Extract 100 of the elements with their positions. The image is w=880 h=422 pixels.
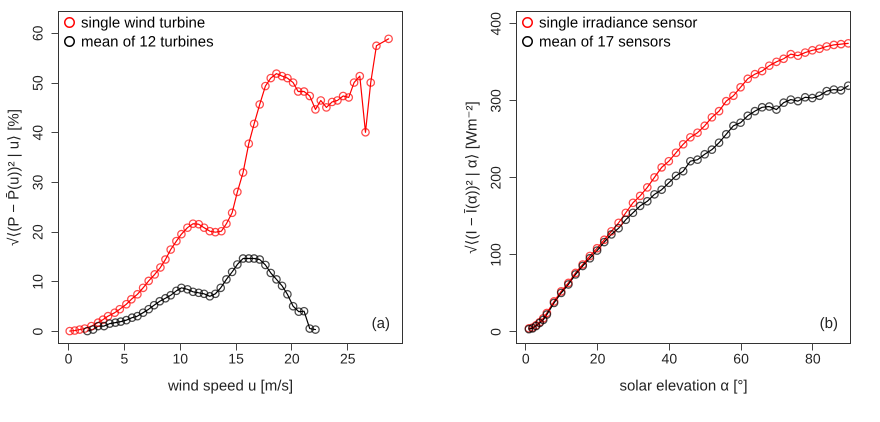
- point: [305, 92, 314, 100]
- point: [708, 112, 716, 122]
- point: [650, 173, 659, 182]
- point: [100, 322, 108, 330]
- point: [800, 92, 810, 102]
- point: [628, 198, 638, 208]
- legend-label: mean of 12 turbines: [81, 34, 214, 50]
- point: [808, 46, 817, 55]
- point: [200, 223, 208, 232]
- point: [678, 166, 688, 176]
- point: [743, 74, 752, 84]
- point: [116, 317, 126, 326]
- point: [122, 316, 131, 324]
- point: [115, 304, 124, 314]
- x-tick-label: 20: [284, 350, 300, 366]
- point: [316, 96, 326, 105]
- point: [614, 224, 623, 233]
- point: [194, 220, 204, 229]
- point: [642, 196, 652, 206]
- point: [350, 78, 358, 87]
- point: [800, 48, 810, 57]
- point: [636, 202, 644, 210]
- legend-label: mean of 17 sensors: [539, 34, 671, 50]
- point: [261, 260, 270, 270]
- point: [650, 190, 659, 199]
- point: [255, 100, 264, 109]
- point: [779, 54, 788, 64]
- point: [693, 128, 702, 138]
- point: [216, 283, 226, 292]
- point: [794, 96, 802, 106]
- point: [194, 288, 204, 298]
- x-tick-label: 20: [590, 350, 606, 366]
- point: [600, 235, 609, 244]
- point: [98, 315, 108, 324]
- point: [686, 132, 695, 142]
- point: [211, 228, 220, 237]
- point: [161, 294, 170, 303]
- point: [188, 219, 198, 228]
- point: [244, 139, 254, 148]
- y-tick-label: 50: [30, 75, 46, 91]
- point: [200, 289, 208, 298]
- x-tick-label: 0: [522, 350, 530, 366]
- point: [133, 312, 142, 321]
- point: [65, 326, 74, 336]
- point: [657, 163, 666, 172]
- point: [300, 87, 308, 96]
- point: [779, 98, 788, 108]
- x-tick-label: 0: [64, 350, 73, 366]
- point: [272, 275, 281, 284]
- point: [750, 70, 760, 79]
- point: [607, 226, 616, 236]
- y-tick-label: 200: [488, 166, 504, 190]
- point: [87, 322, 96, 330]
- point: [361, 128, 370, 137]
- point: [155, 296, 164, 306]
- point: [244, 254, 254, 263]
- point: [736, 82, 745, 92]
- point: [729, 91, 738, 100]
- point: [150, 270, 160, 279]
- point: [156, 263, 165, 272]
- point: [104, 312, 112, 321]
- x-tick-label: 25: [340, 350, 356, 366]
- point: [722, 96, 731, 106]
- y-axis-title: √⟨(P − P̄(u))² | u⟩ [%]: [6, 109, 22, 246]
- point: [592, 246, 602, 255]
- point: [621, 215, 630, 224]
- x-tick-label: 80: [805, 350, 821, 366]
- point: [311, 325, 320, 334]
- point: [288, 302, 298, 311]
- point: [621, 208, 630, 218]
- point: [322, 103, 331, 112]
- point: [166, 290, 176, 300]
- x-tick-label: 60: [733, 350, 750, 366]
- point: [266, 268, 276, 278]
- point: [328, 98, 336, 106]
- point: [138, 308, 148, 318]
- x-tick-label: 40: [662, 350, 678, 366]
- point: [700, 150, 710, 159]
- point: [822, 86, 832, 96]
- point: [772, 57, 781, 66]
- y-tick-label: 400: [488, 12, 504, 36]
- point: [105, 319, 114, 328]
- point: [642, 183, 652, 192]
- point: [177, 283, 186, 292]
- point: [294, 307, 304, 316]
- point: [122, 300, 131, 309]
- point: [238, 254, 248, 263]
- point: [836, 40, 846, 48]
- point: [188, 287, 198, 296]
- point: [294, 87, 302, 96]
- point: [266, 74, 276, 82]
- point: [261, 82, 270, 90]
- point: [128, 313, 136, 322]
- point: [372, 41, 381, 50]
- point: [127, 294, 136, 304]
- point: [217, 226, 226, 236]
- y-axis-title: √⟨(I − Ī(α))² | α⟩ [Wm⁻²]: [464, 101, 480, 254]
- point: [758, 102, 766, 112]
- point: [672, 148, 680, 158]
- point: [283, 290, 292, 299]
